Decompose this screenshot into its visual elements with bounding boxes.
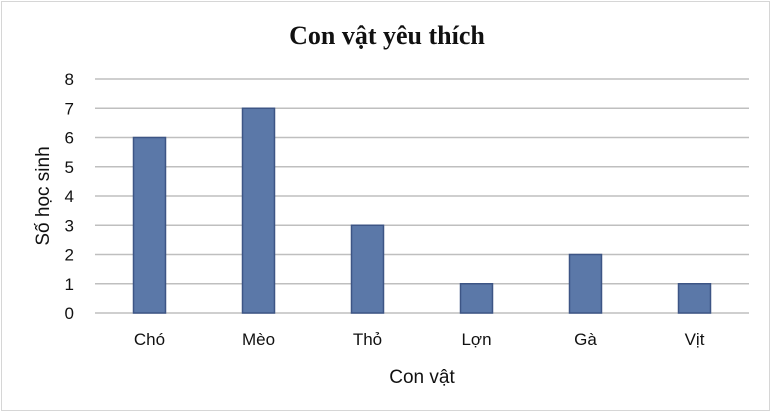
bar-3 xyxy=(459,283,494,314)
bars xyxy=(132,107,712,314)
chart-title: Con vật yêu thích xyxy=(289,21,485,50)
x-tick-label: Lợn xyxy=(461,330,491,349)
y-tick-label: 5 xyxy=(65,158,74,177)
bar-2 xyxy=(350,224,385,314)
x-tick-label: Chó xyxy=(134,330,165,349)
y-tick-label: 4 xyxy=(65,187,74,206)
x-axis-label: Con vật xyxy=(389,367,455,388)
y-tick-label: 7 xyxy=(65,99,74,118)
x-tick-label: Thỏ xyxy=(353,330,382,349)
y-tick-label: 2 xyxy=(65,246,74,265)
x-tick-label: Vịt xyxy=(685,330,705,349)
y-tick-labels: 0 1 2 3 4 5 6 7 8 xyxy=(65,70,74,323)
bar-4 xyxy=(568,253,603,314)
y-tick-label: 8 xyxy=(65,70,74,89)
x-tick-label: Gà xyxy=(574,330,597,349)
y-axis-label: Số học sinh xyxy=(33,146,54,245)
bar-0 xyxy=(132,136,167,314)
bar-5 xyxy=(677,283,712,314)
y-tick-label: 1 xyxy=(65,275,74,294)
bar-1 xyxy=(241,107,276,314)
y-tick-label: 0 xyxy=(65,304,74,323)
gridlines xyxy=(95,78,749,314)
y-tick-label: 3 xyxy=(65,216,74,235)
x-tick-labels: Chó Mèo Thỏ Lợn Gà Vịt xyxy=(134,330,705,349)
x-tick-label: Mèo xyxy=(242,330,275,349)
y-tick-label: 6 xyxy=(65,129,74,148)
